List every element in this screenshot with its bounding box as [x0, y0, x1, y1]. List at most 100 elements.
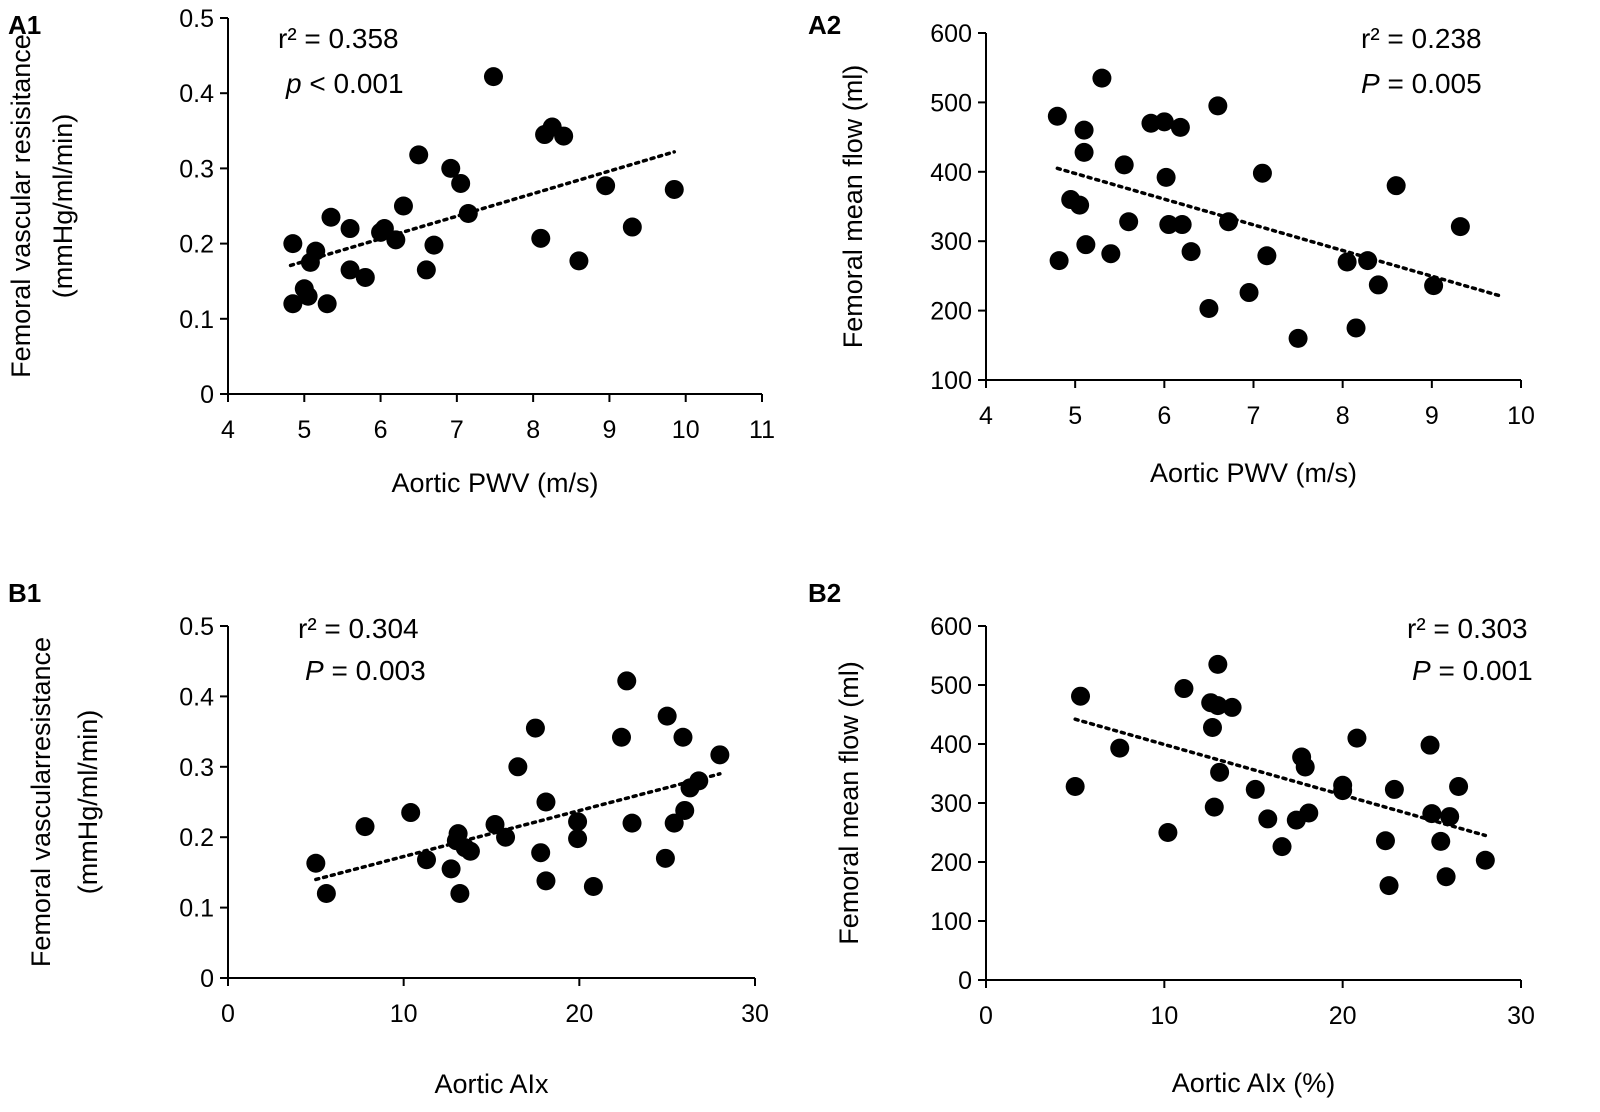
p-value-text: = 0.005 — [1380, 68, 1482, 99]
y-tick-label: 600 — [930, 613, 972, 641]
data-point — [664, 813, 684, 833]
x-tick-label: 11 — [749, 416, 775, 444]
data-point — [710, 745, 730, 765]
data-point — [1156, 167, 1176, 187]
y-tick-label: 0.3 — [179, 754, 214, 782]
data-point — [483, 67, 503, 87]
x-tick-label: 30 — [741, 1000, 769, 1028]
data-point — [298, 286, 318, 306]
r-squared-label: r² = 0.303 — [1407, 613, 1528, 644]
y-tick-label: 200 — [930, 849, 972, 877]
data-point — [617, 671, 637, 691]
data-point — [508, 757, 528, 777]
data-point — [1199, 299, 1219, 319]
data-point — [1158, 823, 1178, 842]
data-point — [321, 207, 341, 227]
data-point — [1071, 686, 1091, 706]
data-point — [525, 718, 545, 738]
data-point — [355, 267, 375, 287]
data-point — [1420, 735, 1440, 755]
y-tick-label: 0 — [200, 381, 214, 409]
y-tick-label: 0.2 — [179, 231, 214, 259]
data-point — [536, 871, 556, 891]
data-point — [568, 829, 588, 849]
data-point — [1431, 831, 1451, 851]
p-value-label: p < 0.001 — [285, 68, 404, 99]
data-point — [496, 827, 516, 847]
data-point — [583, 876, 603, 896]
panel-b2: 0 100 200 300 400 500 600 0 10 20 30 Aortic AIx (%)… — [834, 613, 1535, 1098]
data-point — [1092, 68, 1112, 88]
y-axis-title: Femoral mean flow (ml) — [834, 661, 864, 945]
y-axis-title: Femoral vascular resisitance — [6, 34, 36, 378]
data-point — [458, 204, 478, 224]
x-tick-label: 6 — [374, 416, 388, 444]
data-point — [655, 848, 675, 868]
data-point — [386, 230, 406, 250]
data-point — [1174, 679, 1194, 699]
y-tick-label: 0.5 — [179, 613, 214, 641]
data-point — [317, 294, 337, 314]
y-tick-label: 100 — [930, 908, 972, 936]
data-point — [283, 234, 303, 254]
data-point — [1379, 876, 1399, 896]
x-tick-label: 30 — [1507, 1002, 1535, 1030]
data-point — [596, 176, 616, 196]
data-point — [1074, 120, 1094, 140]
trendline — [288, 150, 677, 268]
data-point — [401, 803, 421, 823]
panel-label-a2: A2 — [808, 10, 842, 40]
data-point — [554, 126, 574, 146]
x-tick-label: 20 — [565, 1000, 593, 1028]
data-point — [1239, 283, 1259, 303]
data-point — [673, 727, 693, 747]
data-point — [1074, 142, 1094, 162]
data-point — [1450, 217, 1470, 237]
y-axis-title: (mmHg/ml/min) — [48, 114, 78, 298]
r-squared-label: r² = 0.238 — [1361, 23, 1482, 54]
data-point — [1272, 837, 1292, 857]
x-tick-label: 5 — [297, 416, 311, 444]
y-tick-label: 0.2 — [179, 824, 214, 852]
data-point — [1358, 251, 1378, 271]
data-point — [1440, 807, 1460, 827]
panel-a2: 100 200 300 400 500 600 4 5 6 7 8 9 10 Aortic PWV (m/… — [838, 20, 1535, 488]
data-point — [1346, 318, 1366, 338]
data-point — [1252, 163, 1272, 183]
data-point — [1170, 117, 1190, 137]
panel-a1: 0 0.1 0.2 0.3 0.4 0.5 4 5 6 7 8 9 10 11 Aortic PWV (m/… — [6, 5, 775, 498]
data-point — [1208, 654, 1228, 674]
x-tick-label: 0 — [979, 1002, 993, 1030]
data-point — [340, 260, 360, 280]
data-point — [1449, 776, 1469, 796]
data-point — [689, 771, 709, 791]
data-point — [1110, 738, 1130, 758]
data-point — [1475, 850, 1495, 870]
x-tick-label: 9 — [1425, 402, 1439, 430]
panel-b1: 0 0.1 0.2 0.3 0.4 0.5 0 10 20 30 Aortic AIx Femoral… — [26, 613, 769, 1099]
x-axis-title: Aortic PWV (m/s) — [392, 468, 599, 498]
x-axis-title: Aortic AIx (%) — [1172, 1068, 1336, 1098]
data-point — [448, 824, 468, 844]
data-point — [1181, 242, 1201, 262]
data-point — [416, 260, 436, 280]
x-tick-label: 10 — [1507, 402, 1535, 430]
data-point — [1295, 757, 1315, 777]
y-tick-label: 0.1 — [179, 306, 214, 334]
data-point — [306, 241, 326, 261]
data-point — [657, 706, 677, 726]
data-point — [569, 251, 589, 271]
data-point — [451, 173, 471, 193]
data-point — [675, 800, 695, 820]
x-tick-label: 4 — [979, 402, 993, 430]
data-point — [1384, 779, 1404, 799]
x-tick-label: 4 — [221, 416, 235, 444]
x-tick-label: 5 — [1068, 402, 1082, 430]
x-tick-label: 0 — [221, 1000, 235, 1028]
y-tick-label: 400 — [930, 159, 972, 187]
data-point — [1222, 697, 1242, 717]
data-point — [316, 884, 336, 904]
data-point — [409, 145, 429, 165]
